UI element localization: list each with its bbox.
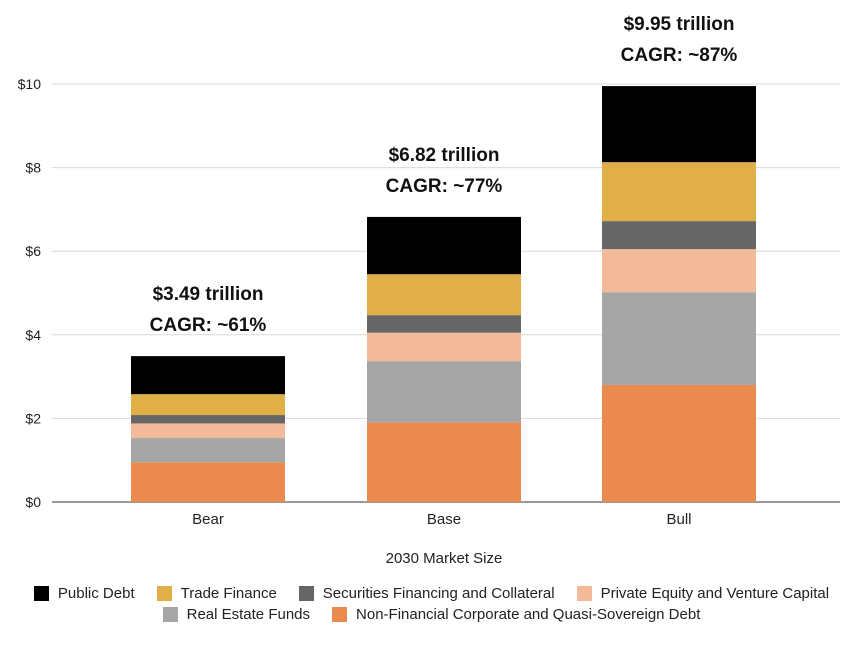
y-tick-label: $2 [25, 410, 41, 426]
legend-label: Non-Financial Corporate and Quasi-Sovere… [356, 606, 701, 623]
y-tick-label: $8 [25, 160, 41, 176]
bar-segment-bear [131, 394, 285, 416]
x-tick-label: Base [427, 511, 461, 528]
bar-segment-base [367, 274, 521, 316]
legend-item-securities-financing[interactable]: Securities Financing and Collateral [298, 585, 555, 602]
bar-segment-bear [131, 356, 285, 395]
cagr-label: CAGR: ~61% [150, 315, 267, 336]
bar-segment-base [367, 361, 521, 423]
legend-item-private-equity[interactable]: Private Equity and Venture Capital [576, 585, 830, 602]
total-label: $3.49 trillion [153, 284, 264, 305]
legend-swatch [33, 586, 49, 601]
bar-segment-bull [602, 384, 756, 502]
legend-label: Real Estate Funds [186, 606, 311, 623]
legend-swatch [298, 586, 314, 601]
bar-segment-bull [602, 86, 756, 163]
bar-segment-bull [602, 162, 756, 222]
legend-label: Public Debt [57, 585, 135, 602]
legend-swatch [162, 607, 178, 622]
y-tick-label: $6 [25, 243, 41, 259]
bar-segment-base [367, 332, 521, 362]
legend-swatch [576, 586, 592, 601]
legend-item-trade-finance[interactable]: Trade Finance [156, 585, 277, 602]
legend-item-real-estate-funds[interactable]: Real Estate Funds [162, 606, 311, 623]
legend-row-1: Public Debt Trade Finance Securities Fin… [0, 585, 863, 602]
total-label: $6.82 trillion [389, 145, 500, 166]
bar-segment-base [367, 422, 521, 502]
bar-segment-bull [602, 249, 756, 293]
legend-swatch [332, 607, 348, 622]
x-axis-label: 2030 Market Size [386, 550, 503, 567]
y-tick-label: $0 [25, 494, 41, 510]
legend-label: Private Equity and Venture Capital [600, 585, 830, 602]
bar-segment-base [367, 216, 521, 275]
bar-segment-bull [602, 221, 756, 250]
legend-label: Securities Financing and Collateral [322, 585, 555, 602]
bar-segment-bear [131, 415, 285, 424]
y-tick-label: $10 [18, 76, 42, 92]
bar-segment-bear [131, 462, 285, 502]
cagr-label: CAGR: ~87% [621, 45, 738, 66]
y-tick-label: $4 [25, 327, 41, 343]
legend-item-public-debt[interactable]: Public Debt [33, 585, 135, 602]
bar-segment-bull [602, 292, 756, 385]
bar-segment-base [367, 315, 521, 333]
cagr-label: CAGR: ~77% [386, 176, 503, 197]
bar-segment-bear [131, 423, 285, 439]
legend-item-non-financial-corporate[interactable]: Non-Financial Corporate and Quasi-Sovere… [332, 606, 700, 623]
legend-label: Trade Finance [180, 585, 277, 602]
total-label: $9.95 trillion [624, 14, 735, 35]
legend-row-2: Real Estate Funds Non-Financial Corporat… [0, 606, 863, 623]
bar-segment-bear [131, 438, 285, 463]
x-tick-label: Bull [666, 511, 691, 528]
legend-swatch [156, 586, 172, 601]
x-tick-label: Bear [192, 511, 224, 528]
